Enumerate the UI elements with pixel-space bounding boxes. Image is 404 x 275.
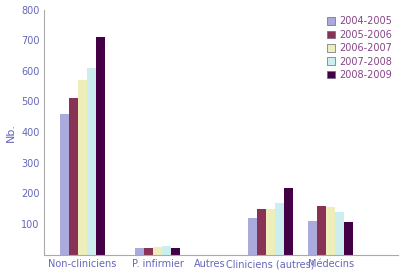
Bar bbox=[284, 188, 293, 255]
Bar bbox=[135, 248, 144, 255]
Bar bbox=[144, 248, 153, 255]
Bar bbox=[153, 247, 162, 255]
Bar bbox=[78, 80, 86, 255]
Bar bbox=[275, 202, 284, 255]
Bar bbox=[266, 209, 275, 255]
Bar bbox=[86, 68, 96, 255]
Bar bbox=[257, 209, 266, 255]
Legend: 2004-2005, 2005-2006, 2006-2007, 2007-2008, 2008-2009: 2004-2005, 2005-2006, 2006-2007, 2007-20… bbox=[325, 14, 393, 82]
Bar bbox=[335, 212, 344, 255]
Bar bbox=[326, 207, 335, 255]
Bar bbox=[96, 37, 105, 255]
Y-axis label: Nb.: Nb. bbox=[6, 123, 16, 142]
Bar bbox=[69, 98, 78, 255]
Bar bbox=[162, 246, 171, 255]
Bar bbox=[317, 206, 326, 255]
Bar bbox=[248, 218, 257, 255]
Bar bbox=[171, 248, 180, 255]
Bar bbox=[308, 221, 317, 255]
Bar bbox=[344, 222, 353, 255]
Bar bbox=[59, 114, 69, 255]
